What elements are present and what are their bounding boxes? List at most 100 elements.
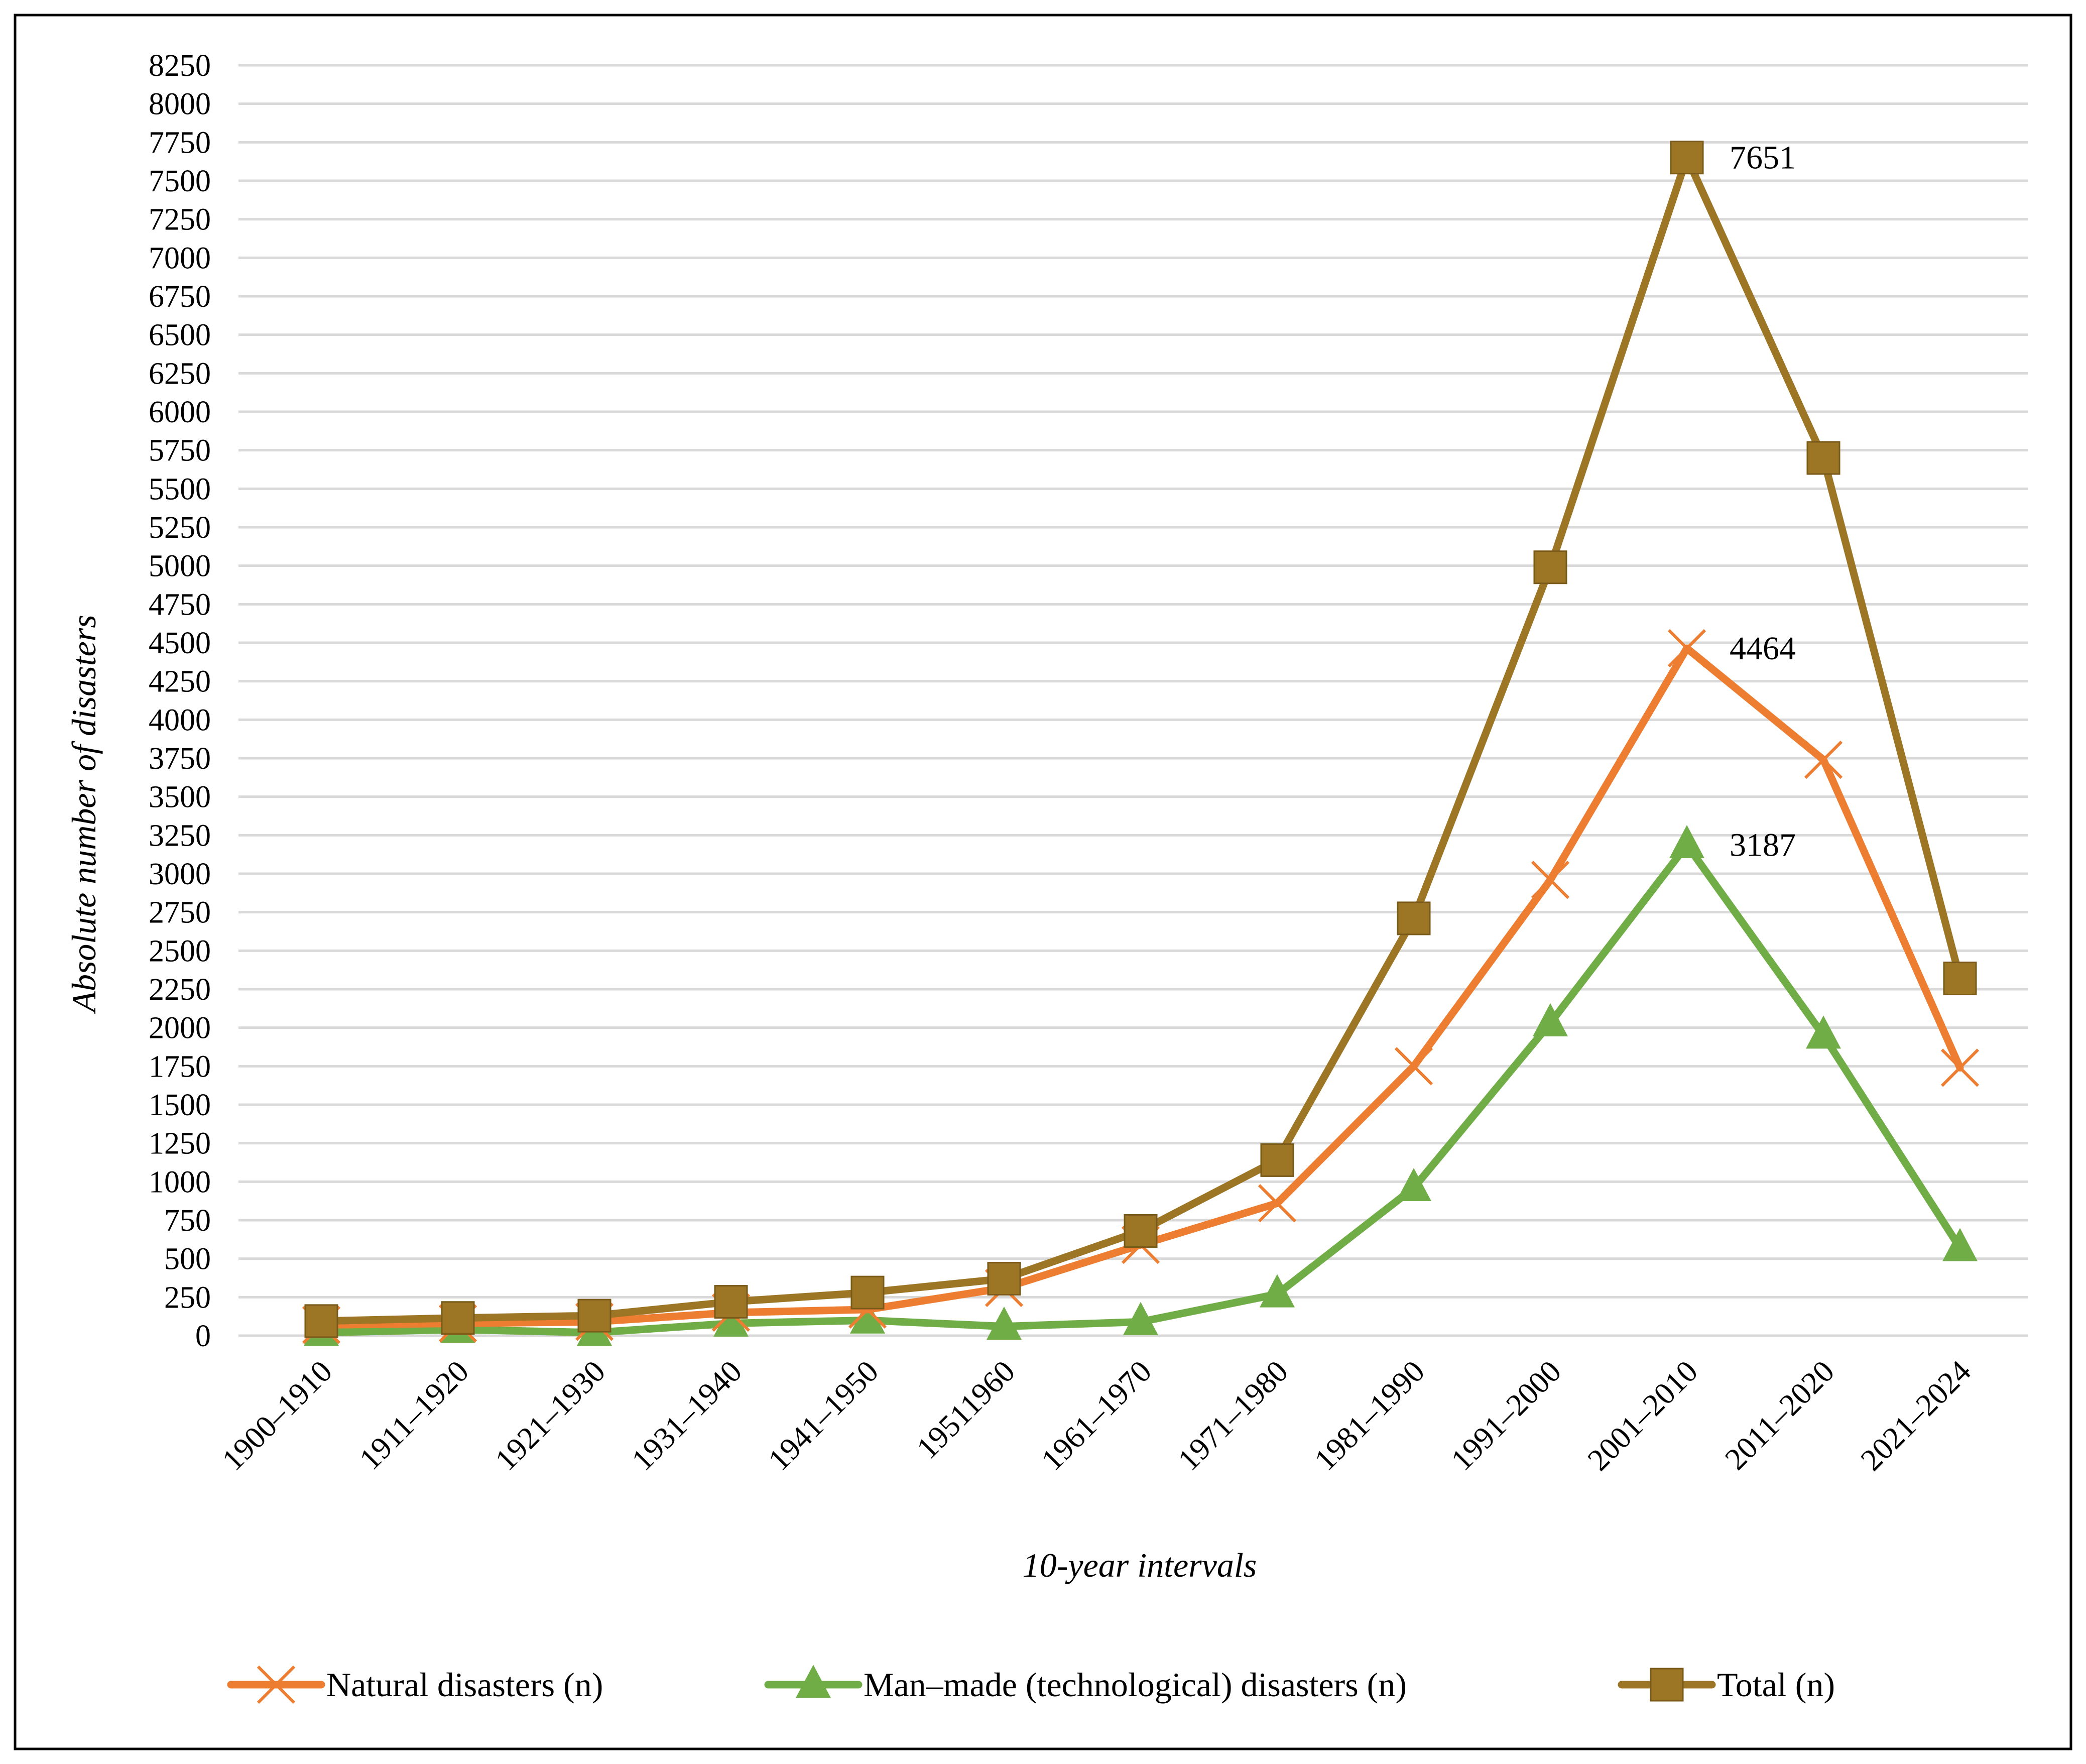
data-label: 4464 (1730, 630, 1796, 667)
data-point-triangle (713, 1303, 749, 1337)
y-tick-label: 2500 (149, 934, 211, 968)
y-tick-label: 2250 (149, 973, 211, 1007)
y-tick-label: 1500 (149, 1088, 211, 1122)
legend-item: Natural disasters (n) (227, 1665, 603, 1704)
y-tick-label: 6500 (149, 318, 211, 352)
legend-item: Man–made (technological) disasters (n) (764, 1665, 1407, 1704)
data-point-square (1533, 550, 1567, 584)
x-tick-label: 1961–1970 (1035, 1354, 1158, 1477)
series-lines (302, 141, 1980, 1346)
y-tick-label: 3500 (149, 780, 211, 814)
series-line (317, 154, 1964, 1325)
data-point-x (1667, 629, 1706, 668)
x-tick-labels: 1900–1910 1911–1920 1921–1930 1931–1940 1941… (216, 1354, 1978, 1477)
y-tick-label: 1750 (149, 1049, 211, 1084)
y-tick-label: 5750 (149, 434, 211, 468)
series-1 (304, 825, 1978, 1346)
data-point-triangle (1806, 1015, 1841, 1049)
y-tick-label: 750 (164, 1204, 211, 1238)
y-tick-label: 6250 (149, 357, 211, 391)
data-point-square (850, 1275, 885, 1310)
y-tick-label: 7250 (149, 203, 211, 237)
data-label: 7651 (1730, 140, 1796, 176)
data-point-square (1670, 141, 1704, 175)
data-point-triangle (1669, 825, 1704, 859)
y-axis-title: Absolute number of disasters (65, 615, 103, 1014)
data-labels: 7651 4464 3187 (1730, 140, 1796, 864)
x-tick-label: 1971–1980 (1172, 1354, 1295, 1477)
data-point-square (577, 1299, 611, 1333)
x-axis-title: 10-year intervals (1023, 1546, 1257, 1584)
x-tick-label: 1921–1930 (489, 1354, 612, 1477)
x-tick-label: 1981–1990 (1308, 1354, 1431, 1477)
x-tick-label: 19511960 (910, 1354, 1022, 1466)
data-point-square (441, 1301, 475, 1335)
data-point-square (1806, 441, 1840, 475)
y-tick-label: 0 (195, 1319, 211, 1353)
chart-frame (14, 14, 2072, 1750)
y-tick-label: 7500 (149, 164, 211, 198)
data-point-triangle (796, 1665, 831, 1698)
x-tick-label: 2021–2024 (1855, 1354, 1978, 1477)
series-2 (304, 141, 1977, 1338)
y-tick-label: 4500 (149, 626, 211, 660)
x-tick-label: 1941–1950 (762, 1354, 885, 1477)
data-point-x (1940, 1048, 1980, 1087)
data-point-square (1397, 901, 1431, 935)
x-tick-label: 1931–1940 (626, 1354, 749, 1477)
y-tick-label: 500 (164, 1242, 211, 1276)
data-point-square (714, 1285, 748, 1319)
y-tick-label: 3000 (149, 857, 211, 891)
y-tick-label: 1000 (149, 1165, 211, 1199)
data-point-triangle (1942, 1228, 1978, 1261)
grid-lines (238, 64, 2028, 1337)
data-point-triangle (1260, 1274, 1295, 1308)
data-point-square (1650, 1668, 1684, 1702)
legend-label: Natural disasters (n) (326, 1666, 603, 1704)
data-point-x (1804, 740, 1843, 779)
y-tick-label: 7750 (149, 126, 211, 160)
y-tick-label: 1250 (149, 1127, 211, 1161)
data-point-triangle (850, 1300, 885, 1334)
data-point-square (987, 1262, 1021, 1296)
x-tick-label: 1991–2000 (1445, 1354, 1568, 1477)
y-tick-label: 5500 (149, 472, 211, 506)
x-tick-label: 2011–2020 (1719, 1354, 1841, 1477)
data-point-square (1260, 1143, 1294, 1177)
data-point-square (1124, 1214, 1158, 1248)
y-tick-label: 2750 (149, 896, 211, 930)
y-tick-label: 8000 (149, 87, 211, 122)
y-tick-labels: 0 250 500 750 1000 1250 1500 1750 2000 2250 2500 27… (149, 49, 211, 1353)
legend-item: Total (n) (1618, 1666, 1835, 1704)
x-tick-label: 1911–1920 (353, 1354, 475, 1477)
data-point-triangle (1123, 1302, 1158, 1335)
y-tick-label: 3750 (149, 742, 211, 776)
y-tick-label: 6750 (149, 280, 211, 314)
data-point-x (1258, 1184, 1297, 1223)
legend-label: Man–made (technological) disasters (n) (864, 1666, 1407, 1704)
data-point-square (1943, 962, 1977, 996)
y-tick-label: 4000 (149, 703, 211, 737)
y-tick-label: 250 (164, 1280, 211, 1315)
y-tick-label: 2000 (149, 1011, 211, 1045)
data-point-square (304, 1304, 338, 1338)
x-tick-label: 1900–1910 (216, 1354, 339, 1477)
y-tick-label: 3250 (149, 818, 211, 853)
data-point-x (1531, 861, 1570, 899)
data-label: 3187 (1730, 827, 1796, 864)
legend: Natural disasters (n) Man–made (technolog… (227, 1665, 1835, 1704)
data-point-triangle (1396, 1168, 1431, 1201)
y-tick-label: 7000 (149, 241, 211, 275)
data-point-x (1394, 1047, 1433, 1086)
y-tick-label: 4750 (149, 587, 211, 622)
y-tick-label: 8250 (149, 49, 211, 83)
data-point-x (257, 1665, 296, 1704)
y-tick-label: 5250 (149, 511, 211, 545)
x-tick-label: 2001–2010 (1581, 1354, 1704, 1477)
y-tick-label: 5000 (149, 549, 211, 583)
data-point-triangle (1533, 1003, 1568, 1036)
y-tick-label: 4250 (149, 665, 211, 699)
y-tick-label: 6000 (149, 395, 211, 429)
data-point-triangle (987, 1307, 1022, 1340)
